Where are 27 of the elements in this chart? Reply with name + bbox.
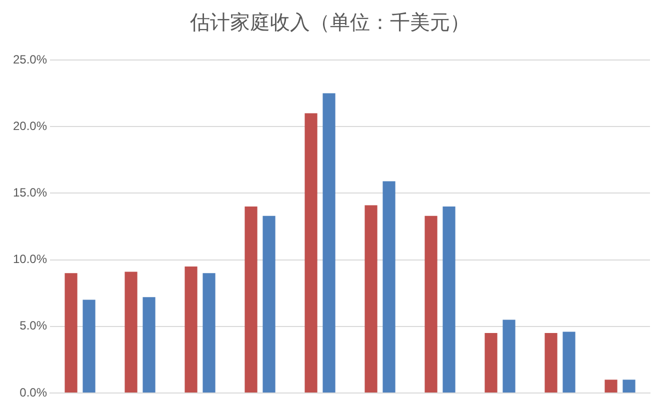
bar (484, 333, 498, 392)
bar (424, 216, 438, 392)
bar (544, 333, 558, 392)
bar (364, 205, 378, 392)
y-tick-label: 0.0% (20, 385, 48, 400)
bar (562, 332, 576, 392)
y-tick-label: 5.0% (20, 318, 48, 333)
bar (322, 93, 336, 392)
bar (202, 273, 216, 392)
bar (184, 266, 198, 392)
bar (124, 272, 138, 392)
y-tick-label: 25.0% (12, 52, 48, 66)
bar (244, 206, 258, 392)
chart-title: 估计家庭收入（单位：千美元） (189, 10, 470, 34)
y-tick-label: 15.0% (12, 186, 48, 200)
bar (64, 273, 78, 392)
bar (502, 320, 516, 392)
bar (382, 181, 396, 392)
bar (82, 300, 96, 392)
bar (142, 297, 156, 392)
bar (304, 113, 318, 392)
y-tick-label: 10.0% (12, 252, 48, 266)
bar (604, 380, 618, 392)
bar (442, 206, 456, 392)
bar (622, 380, 636, 392)
y-tick-label: 20.0% (12, 118, 48, 133)
bar (262, 216, 276, 392)
